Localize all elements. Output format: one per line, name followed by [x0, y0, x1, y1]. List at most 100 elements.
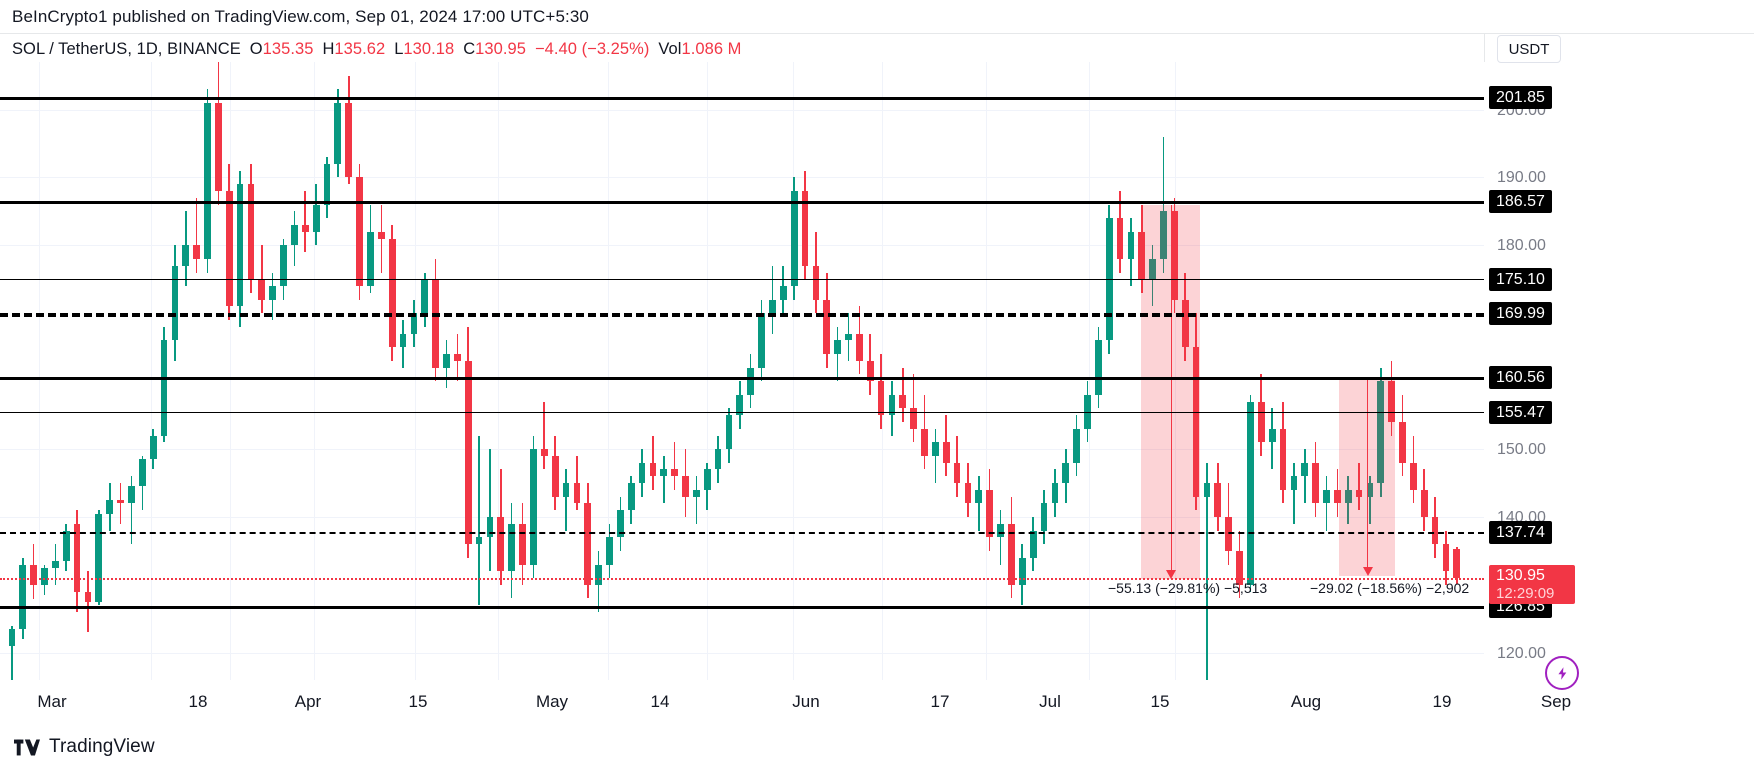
candle-body[interactable] — [84, 591, 92, 602]
candle-body[interactable] — [280, 245, 287, 287]
candle-body[interactable] — [1420, 489, 1428, 517]
candle-body[interactable] — [627, 483, 635, 511]
candle-body[interactable] — [1192, 347, 1200, 497]
candle-body[interactable] — [377, 231, 385, 239]
candle-body[interactable] — [1008, 523, 1015, 585]
candle-body[interactable] — [312, 204, 320, 232]
candle-body[interactable] — [888, 394, 896, 416]
candle-body[interactable] — [823, 299, 831, 355]
candle-body[interactable] — [964, 483, 972, 504]
candle-body[interactable] — [291, 224, 298, 246]
candle-body[interactable] — [584, 503, 592, 585]
candle-body[interactable] — [1442, 544, 1450, 572]
candle-body[interactable] — [1094, 340, 1102, 395]
candle-body[interactable] — [975, 489, 983, 504]
candle-body[interactable] — [432, 279, 439, 368]
candle-body[interactable] — [323, 163, 331, 205]
price-level-line[interactable] — [0, 606, 1484, 610]
candle-body[interactable] — [747, 367, 755, 395]
candle-body[interactable] — [758, 313, 765, 368]
candle-body[interactable] — [138, 459, 146, 487]
candle-body[interactable] — [812, 265, 820, 300]
candle-body[interactable] — [986, 489, 994, 538]
price-axis-unit-badge[interactable]: USDT — [1497, 35, 1561, 63]
candle-body[interactable] — [421, 279, 429, 314]
candle-body[interactable] — [932, 442, 939, 456]
price-level-tag[interactable]: 160.56 — [1489, 366, 1552, 390]
price-level-tag[interactable]: 201.85 — [1489, 85, 1552, 109]
price-level-tag[interactable]: 155.47 — [1489, 400, 1552, 424]
candle-body[interactable] — [1366, 483, 1374, 497]
candle-body[interactable] — [95, 513, 103, 602]
candle-body[interactable] — [301, 224, 309, 232]
candle-body[interactable] — [1388, 381, 1396, 422]
candle-body[interactable] — [671, 469, 678, 477]
tradingview-logo[interactable]: TradingView — [14, 736, 155, 758]
candle-body[interactable] — [345, 102, 353, 178]
candle-body[interactable] — [725, 415, 733, 450]
candle-body[interactable] — [497, 517, 505, 572]
candle-body[interactable] — [52, 561, 59, 568]
candle-body[interactable] — [551, 455, 559, 497]
candle-body[interactable] — [106, 500, 114, 514]
candle-body[interactable] — [1431, 517, 1439, 545]
candle-body[interactable] — [910, 408, 917, 429]
candle-body[interactable] — [410, 313, 418, 334]
price-level-tag[interactable]: 137.74 — [1489, 521, 1552, 545]
candle-body[interactable] — [649, 462, 657, 477]
candle-body[interactable] — [1290, 476, 1298, 490]
candle-body[interactable] — [660, 469, 668, 477]
candle-body[interactable] — [399, 333, 407, 348]
candle-body[interactable] — [1171, 211, 1178, 300]
candle-body[interactable] — [1355, 489, 1363, 497]
candle-body[interactable] — [1323, 489, 1330, 504]
candle-body[interactable] — [214, 102, 222, 192]
candle-body[interactable] — [1257, 401, 1265, 443]
candle-body[interactable] — [606, 537, 613, 565]
candle-body[interactable] — [443, 354, 450, 368]
price-level-tag[interactable]: 186.57 — [1489, 189, 1552, 213]
candle-body[interactable] — [236, 184, 244, 307]
candle-body[interactable] — [182, 245, 190, 266]
candle-body[interactable] — [1062, 462, 1070, 484]
candle-body[interactable] — [464, 360, 472, 545]
candle-body[interactable] — [334, 102, 342, 164]
candle-body[interactable] — [736, 394, 744, 416]
candle-body[interactable] — [899, 394, 907, 409]
candle-body[interactable] — [453, 354, 461, 361]
candle-body[interactable] — [779, 286, 787, 300]
candle-body[interactable] — [225, 191, 233, 307]
candle-body[interactable] — [269, 286, 277, 300]
price-level-line[interactable] — [0, 278, 1484, 281]
candle-body[interactable] — [171, 265, 179, 341]
candle-body[interactable] — [1181, 299, 1189, 348]
candle-body[interactable] — [616, 510, 624, 538]
price-level-line[interactable] — [0, 313, 1484, 318]
candle-body[interactable] — [1127, 231, 1135, 259]
candle-body[interactable] — [1149, 258, 1157, 280]
candle-body[interactable] — [1453, 548, 1461, 579]
candle-body[interactable] — [367, 231, 374, 287]
candle-body[interactable] — [769, 299, 776, 314]
candle-body[interactable] — [855, 333, 863, 361]
candle-body[interactable] — [1247, 401, 1254, 585]
candle-body[interactable] — [1018, 557, 1026, 585]
candle-body[interactable] — [1203, 483, 1211, 497]
candle-body[interactable] — [1138, 231, 1146, 280]
price-level-line[interactable] — [0, 377, 1484, 381]
candle-body[interactable] — [1377, 381, 1385, 484]
chart-plot-area[interactable]: −55.13 (−29.81%) −5,513 −29.02 (−18.56%) … — [0, 62, 1484, 680]
candle-body[interactable] — [128, 486, 135, 504]
candle-body[interactable] — [1301, 462, 1309, 477]
price-level-line[interactable] — [0, 96, 1484, 100]
candle-body[interactable] — [1084, 394, 1091, 429]
candle-body[interactable] — [942, 442, 950, 463]
candle-body[interactable] — [1410, 462, 1417, 490]
candle-body[interactable] — [475, 537, 483, 545]
live-price-tag[interactable]: 130.95 12:29:09 — [1489, 565, 1575, 605]
candle-body[interactable] — [508, 523, 516, 572]
candle-body[interactable] — [356, 177, 363, 287]
candle-body[interactable] — [486, 517, 494, 538]
candle-body[interactable] — [1116, 218, 1124, 259]
candle-body[interactable] — [997, 523, 1004, 538]
